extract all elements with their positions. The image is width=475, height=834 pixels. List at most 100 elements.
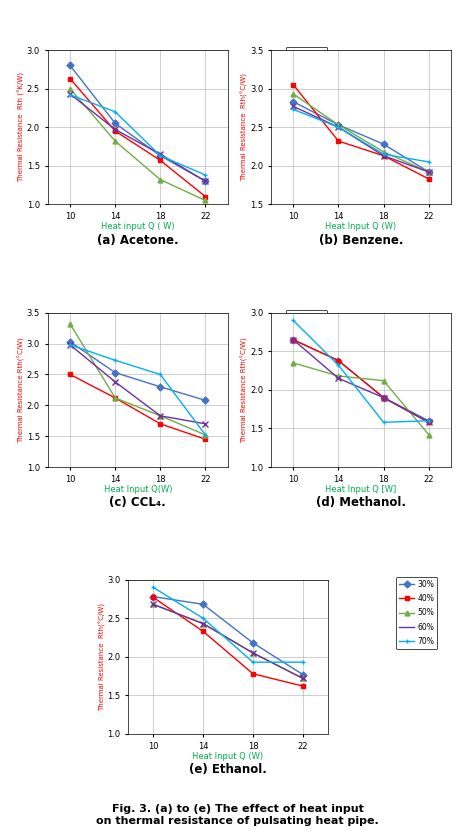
70% xyxy=(290,104,296,114)
Line: 70%: 70% xyxy=(151,585,305,665)
Line: 50%: 50% xyxy=(291,360,431,437)
40% xyxy=(67,73,73,83)
60% xyxy=(426,417,431,427)
Legend: 30%, 40%, 50%, 60%, 70%: 30%, 40%, 50%, 60%, 70% xyxy=(396,576,437,649)
50% xyxy=(335,120,341,130)
70% xyxy=(157,151,163,161)
50% xyxy=(112,393,118,403)
70% xyxy=(290,315,296,325)
30% xyxy=(112,118,118,128)
Text: (a) Acetone.: (a) Acetone. xyxy=(97,234,179,247)
40% xyxy=(335,355,341,365)
Y-axis label: Thermal Resistance  Rth (°K/W): Thermal Resistance Rth (°K/W) xyxy=(18,73,25,182)
60% xyxy=(112,377,118,387)
30% xyxy=(202,176,208,186)
50% xyxy=(202,430,208,440)
50% xyxy=(112,136,118,146)
Line: 70%: 70% xyxy=(291,107,431,164)
40% xyxy=(157,419,163,429)
70% xyxy=(300,657,306,667)
50% xyxy=(381,375,387,385)
70% xyxy=(381,417,387,427)
60% xyxy=(335,374,341,384)
30% xyxy=(112,368,118,378)
50% xyxy=(290,89,296,99)
40% xyxy=(150,592,156,602)
50% xyxy=(202,195,208,205)
40% xyxy=(300,681,306,691)
60% xyxy=(67,89,73,99)
30% xyxy=(381,393,387,403)
40% xyxy=(202,435,208,445)
Text: Fig. 3. (a) to (e) The effect of heat input
on thermal resistance of pulsating h: Fig. 3. (a) to (e) The effect of heat in… xyxy=(96,804,379,826)
Line: 40%: 40% xyxy=(151,595,305,689)
40% xyxy=(200,626,206,636)
X-axis label: Heat Input Q (W): Heat Input Q (W) xyxy=(192,752,264,761)
Line: 30%: 30% xyxy=(151,594,305,677)
50% xyxy=(67,319,73,329)
50% xyxy=(426,430,431,440)
Line: 60%: 60% xyxy=(293,107,428,172)
50% xyxy=(157,411,163,421)
60% xyxy=(150,600,156,610)
Line: 40%: 40% xyxy=(291,337,431,425)
50% xyxy=(335,371,341,381)
Y-axis label: Thermal Resistance Rth(°C/W): Thermal Resistance Rth(°C/W) xyxy=(241,337,248,443)
40% xyxy=(335,136,341,146)
60% xyxy=(67,339,73,349)
Line: 50%: 50% xyxy=(151,602,305,681)
60% xyxy=(381,151,387,161)
Line: 50%: 50% xyxy=(67,321,208,437)
50% xyxy=(157,174,163,184)
70% xyxy=(202,170,208,180)
70% xyxy=(112,107,118,117)
50% xyxy=(426,167,431,177)
Text: (d) Methanol.: (d) Methanol. xyxy=(316,496,406,510)
Line: 70%: 70% xyxy=(67,343,208,437)
30% xyxy=(150,591,156,601)
50% xyxy=(150,600,156,610)
Line: 70%: 70% xyxy=(291,318,431,425)
Line: 50%: 50% xyxy=(291,92,431,174)
50% xyxy=(290,358,296,368)
Line: 60%: 60% xyxy=(70,344,205,424)
70% xyxy=(202,430,208,440)
70% xyxy=(112,355,118,365)
30% xyxy=(335,355,341,365)
50% xyxy=(300,673,306,683)
Line: 50%: 50% xyxy=(67,86,208,203)
40% xyxy=(290,334,296,344)
X-axis label: Heat input Q ( W): Heat input Q ( W) xyxy=(101,223,175,231)
70% xyxy=(150,582,156,592)
30% xyxy=(290,334,296,344)
Y-axis label: Thermal Resistance Rth(°C/W): Thermal Resistance Rth(°C/W) xyxy=(18,337,25,443)
50% xyxy=(200,619,206,629)
Legend: 30%, 40%, 50%, 60%, 70%: 30%, 40%, 50%, 60%, 70% xyxy=(286,47,327,119)
30% xyxy=(250,638,256,648)
30% xyxy=(202,395,208,405)
40% xyxy=(202,192,208,202)
Line: 30%: 30% xyxy=(291,337,431,423)
30% xyxy=(426,416,431,426)
40% xyxy=(112,393,118,403)
Line: 30%: 30% xyxy=(67,63,208,183)
Y-axis label: Thermal Resistance  Rth(°C/W): Thermal Resistance Rth(°C/W) xyxy=(241,73,248,181)
70% xyxy=(426,157,431,167)
50% xyxy=(67,83,73,93)
50% xyxy=(250,648,256,658)
60% xyxy=(250,648,256,658)
70% xyxy=(335,123,341,133)
70% xyxy=(426,416,431,426)
40% xyxy=(290,80,296,90)
Line: 40%: 40% xyxy=(291,83,431,181)
30% xyxy=(426,167,431,177)
60% xyxy=(202,419,208,429)
70% xyxy=(157,369,163,379)
X-axis label: Heat Input Q (W): Heat Input Q (W) xyxy=(325,223,397,231)
40% xyxy=(426,173,431,183)
40% xyxy=(67,369,73,379)
Line: 40%: 40% xyxy=(67,372,208,442)
60% xyxy=(426,167,431,177)
Line: 40%: 40% xyxy=(67,76,208,199)
Line: 60%: 60% xyxy=(293,339,428,422)
